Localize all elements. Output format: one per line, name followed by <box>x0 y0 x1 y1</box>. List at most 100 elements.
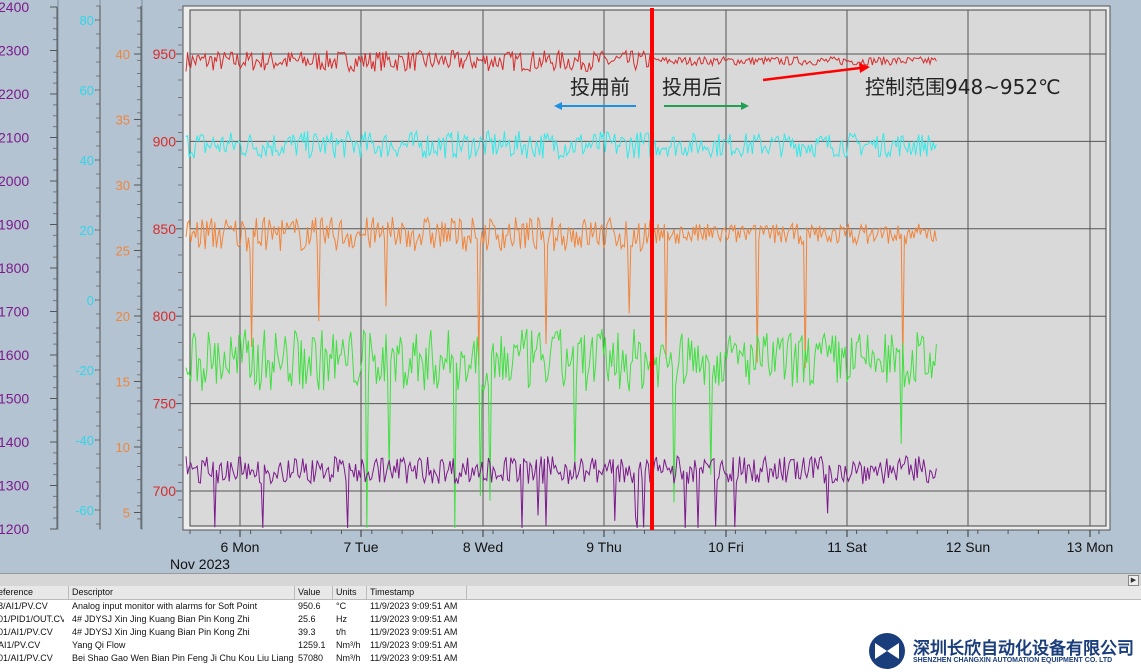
header-reference[interactable]: eference <box>0 587 34 597</box>
row-value: 57080 <box>298 653 324 663</box>
row-descriptor: Yang Qi Flow <box>72 640 126 650</box>
row-units: t/h <box>336 627 347 637</box>
axis-panel <box>0 0 58 530</box>
row-descriptor: 4# JDYSJ Xin Jing Kuang Bian Pin Kong Zh… <box>72 614 250 624</box>
purple-axis-tick-label: 1700 <box>0 304 29 320</box>
x-axis-tick-label: 10 Fri <box>708 539 744 555</box>
series-group <box>185 49 937 529</box>
company-name-cn: 深圳长欣自动化设备有限公司 <box>913 639 1134 659</box>
purple-axis-tick-label: 2400 <box>0 0 29 15</box>
header-units[interactable]: Units <box>336 587 357 597</box>
trend-series-3 <box>185 328 937 529</box>
row-reference: AI1/PV.CV <box>0 640 41 650</box>
row-timestamp: 11/9/2023 9:09:51 AM <box>370 653 458 663</box>
row-timestamp: 11/9/2023 9:09:51 AM <box>370 601 458 611</box>
annotation-range: 控制范围948~952℃ <box>762 63 1061 99</box>
red-axis-tick-label: 950 <box>153 46 177 62</box>
arrow-range-head <box>859 63 870 73</box>
orange-axis-tick-label: 30 <box>116 178 130 193</box>
purple-axis-tick-label: 1200 <box>0 521 29 537</box>
orange-axis-tick-label: 10 <box>116 440 130 455</box>
purple-axis-tick-label: 2100 <box>0 130 29 146</box>
x-axis-tick-label: 9 Thu <box>586 539 622 555</box>
row-value: 25.6 <box>298 614 316 624</box>
orange-axis-tick-label: 20 <box>116 309 130 324</box>
header-descriptor[interactable]: Descriptor <box>72 587 114 597</box>
cyan-axis-tick-label: 40 <box>80 153 94 168</box>
x-axis-tick-label: 11 Sat <box>827 539 867 555</box>
arrow-range <box>762 66 861 82</box>
red-axis-tick-label: 800 <box>153 308 177 324</box>
row-timestamp: 11/9/2023 9:09:51 AM <box>370 640 458 650</box>
row-value: 39.3 <box>298 627 316 637</box>
row-descriptor: Analog input monitor with alarms for Sof… <box>72 601 258 611</box>
trend-series-2 <box>185 216 937 369</box>
company-name-en: SHENZHEN CHANGXIN AUTOMATION EQUIPMENT C… <box>913 657 1113 664</box>
cyan-axis-tick-label: -60 <box>75 503 94 518</box>
row-units: Hz <box>336 614 347 624</box>
horizontal-scrollbar[interactable]: ▶ <box>0 573 1141 586</box>
purple-axis-tick-label: 2300 <box>0 43 29 59</box>
x-axis-month: Nov 2023 <box>170 556 230 572</box>
row-reference: 01/PID1/OUT.CV <box>0 614 64 624</box>
red-axis-tick-label: 850 <box>153 221 177 237</box>
legend-table: eference Descriptor Value Units Timestam… <box>0 586 1141 672</box>
row-reference: 01/AI1/PV.CV <box>0 627 53 637</box>
axes-group: 2400 2300 2200 2100 2000 1900 1800 1700 1600 1500… <box>0 0 182 537</box>
purple-axis-tick-label: 1300 <box>0 478 29 494</box>
orange-axis-tick-label: 15 <box>116 375 130 390</box>
axis-panel <box>142 0 182 530</box>
annotation-range-label: 控制范围948~952℃ <box>865 75 1061 99</box>
cyan-axis-tick-label: -40 <box>75 433 94 448</box>
annotation-before-label: 投用前 <box>570 75 630 99</box>
trend-series-0 <box>185 49 937 74</box>
scroll-right-icon[interactable]: ▶ <box>1128 575 1139 586</box>
cyan-axis-tick-label: -20 <box>75 363 94 378</box>
table-row[interactable]: 01/AI1/PV.CV 4# JDYSJ Xin Jing Kuang Bia… <box>0 626 1141 639</box>
table-row[interactable]: 01/AI1/PV.CV Bei Shao Gao Wen Bian Pin F… <box>0 652 1141 665</box>
x-axis-tick-label: 12 Sun <box>946 539 990 555</box>
row-timestamp: 11/9/2023 9:09:51 AM <box>370 614 458 624</box>
x-axis-tick-label: 8 Wed <box>463 539 503 555</box>
header-value[interactable]: Value <box>298 587 321 597</box>
trend-chart: 2400 2300 2200 2100 2000 1900 1800 1700 1600 1500… <box>0 0 1113 572</box>
row-units: Nm³/h <box>336 653 361 663</box>
row-reference: 8/AI1/PV.CV <box>0 601 48 611</box>
purple-axis-tick-label: 1900 <box>0 217 29 233</box>
purple-axis-tick-label: 1500 <box>0 391 29 407</box>
plot-area <box>189 9 1107 527</box>
axis-panel <box>100 0 142 530</box>
row-value: 1259.1 <box>298 640 326 650</box>
row-units: Nm³/h <box>336 640 361 650</box>
x-axis-tick-label: 6 Mon <box>221 539 260 555</box>
purple-axis-tick-label: 2200 <box>0 86 29 102</box>
table-row[interactable]: 01/PID1/OUT.CV 4# JDYSJ Xin Jing Kuang B… <box>0 613 1141 626</box>
header-timestamp[interactable]: Timestamp <box>370 587 415 597</box>
annotation-before: 投用前 <box>554 75 636 110</box>
row-value: 950.6 <box>298 601 321 611</box>
annotation-after-label: 投用后 <box>662 75 722 99</box>
orange-axis-tick-label: 5 <box>123 506 130 521</box>
table-row[interactable]: AI1/PV.CV Yang Qi Flow 1259.1 Nm³/h 11/9… <box>0 639 1141 652</box>
table-header: eference Descriptor Value Units Timestam… <box>0 586 1141 600</box>
red-axis-tick-label: 750 <box>153 396 177 412</box>
trend-series-1 <box>185 129 937 161</box>
arrow-after-head <box>741 102 749 110</box>
company-logo-icon <box>869 633 905 669</box>
company-watermark: 深圳长欣自动化设备有限公司 SHENZHEN CHANGXIN AUTOMATI… <box>861 630 1141 672</box>
orange-axis-tick-label: 40 <box>116 47 130 62</box>
purple-axis-tick-label: 1800 <box>0 260 29 276</box>
row-units: °C <box>336 601 347 611</box>
annotation-after: 投用后 <box>662 75 749 110</box>
grid-lines <box>190 10 1106 526</box>
red-axis-tick-label: 900 <box>153 133 177 149</box>
axis-panel <box>58 0 100 530</box>
red-axis-tick-label: 700 <box>153 483 177 499</box>
purple-axis-tick-label: 1400 <box>0 434 29 450</box>
row-timestamp: 11/9/2023 9:09:51 AM <box>370 627 458 637</box>
table-row[interactable]: 8/AI1/PV.CV Analog input monitor with al… <box>0 600 1141 613</box>
x-axis-tick-label: 7 Tue <box>343 539 378 555</box>
row-reference: 01/AI1/PV.CV <box>0 653 53 663</box>
cyan-axis-tick-label: 20 <box>80 223 94 238</box>
x-axis: 6 Mon 7 Tue 8 Wed 9 Thu 10 Fri 11 Sat 12 Sun 13… <box>189 530 1113 555</box>
